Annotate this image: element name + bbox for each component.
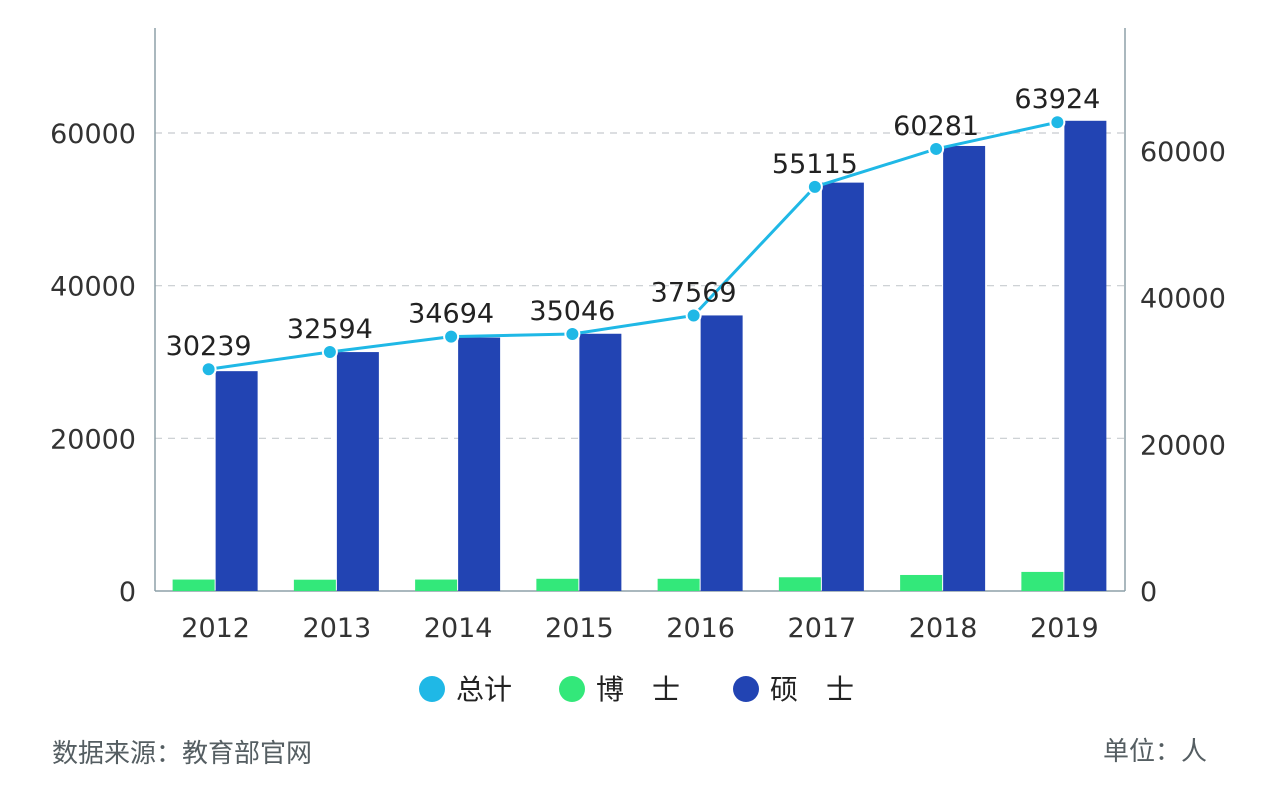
x-tick-label: 2016 [666,613,735,644]
total-point [928,140,945,157]
bar-phd [1021,571,1064,591]
legend-marker [733,676,759,702]
x-axis-ticks: 2012 2013 2014 2015 2016 2017 2018 2019 [181,613,1098,644]
x-tick-label: 2015 [545,613,614,644]
data-source-note: 数据来源：教育部官网 [52,739,312,769]
total-line [208,120,1058,371]
x-tick-label: 2019 [1030,613,1099,644]
x-tick-label: 2017 [788,613,857,644]
total-point [200,361,217,378]
total-data-label: 55115 [772,149,858,180]
total-point [443,328,460,345]
bar-phd [172,579,215,591]
x-tick-label: 2014 [424,613,493,644]
legend-marker [419,676,445,702]
total-data-label: 35046 [529,296,615,327]
total-point [685,307,702,324]
left-y-axis-ticks: 0 20000 40000 60000 [50,119,136,608]
data-labels: 30239 32594 34694 35046 37569 55115 60281 63924 [166,84,1101,362]
total-point [806,178,823,195]
unit-note: 单位：人 [1103,737,1207,767]
legend-label: 硕 士 [770,673,854,706]
x-tick-label: 2013 [303,613,372,644]
bar-phd [900,574,943,591]
total-data-label: 34694 [408,299,494,330]
bar-phd [778,577,821,591]
bar-master [579,333,622,591]
bar-phd [536,578,579,591]
total-data-label: 32594 [287,314,373,345]
legend: 总计 博 士 硕 士 [419,673,854,706]
legend-marker [559,676,585,702]
left-y-tick-label: 60000 [50,119,136,150]
x-tick-label: 2018 [909,613,978,644]
bar-phd [415,579,458,591]
total-data-label: 30239 [166,331,252,362]
left-y-tick-label: 0 [119,577,136,608]
bar-master [700,315,743,591]
bar-master [215,371,258,591]
total-point [1049,114,1066,131]
right-y-axis-ticks: 0 20000 40000 60000 [1140,137,1226,608]
right-y-tick-label: 60000 [1140,137,1226,168]
left-y-tick-label: 40000 [50,272,136,303]
legend-label: 总计 [456,673,512,706]
total-point [564,325,581,342]
bar-master [1064,120,1107,591]
bar-master [336,352,379,591]
bar-master [458,337,501,591]
total-data-label: 37569 [651,277,737,308]
total-point [321,343,338,360]
legend-label: 博 士 [596,673,680,706]
bar-series [172,120,1107,591]
right-y-tick-label: 20000 [1140,430,1226,461]
total-data-label: 60281 [893,111,979,142]
line-series [200,114,1066,378]
right-y-tick-label: 0 [1140,577,1157,608]
bar-master [821,182,864,591]
total-data-label: 63924 [1014,84,1100,115]
left-y-tick-label: 20000 [50,424,136,455]
bar-master [943,145,986,591]
right-y-tick-label: 40000 [1140,284,1226,315]
x-tick-label: 2012 [181,613,250,644]
bar-phd [293,579,336,591]
bar-phd [657,578,700,591]
